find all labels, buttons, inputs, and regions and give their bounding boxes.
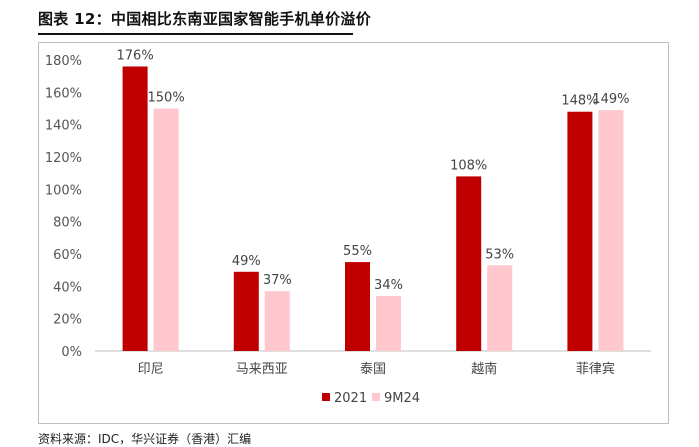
data-label: 49% bbox=[232, 254, 261, 269]
x-tick-label: 马来西亚 bbox=[236, 362, 288, 377]
legend-label: 2021 bbox=[334, 391, 367, 406]
legend-label: 9M24 bbox=[384, 391, 420, 406]
x-tick-label: 泰国 bbox=[360, 362, 386, 377]
data-label: 55% bbox=[343, 244, 372, 259]
y-tick-label: 20% bbox=[53, 313, 82, 328]
legend-swatch bbox=[322, 393, 330, 401]
title-underline bbox=[38, 33, 353, 35]
data-label: 149% bbox=[592, 92, 629, 107]
y-tick-label: 0% bbox=[61, 345, 82, 360]
y-tick-label: 40% bbox=[53, 280, 82, 295]
x-tick-label: 越南 bbox=[471, 361, 497, 377]
bar bbox=[456, 176, 482, 351]
data-label: 37% bbox=[263, 273, 292, 288]
y-tick-label: 60% bbox=[53, 248, 82, 263]
bar bbox=[567, 111, 593, 351]
bar bbox=[376, 296, 401, 351]
data-label: 176% bbox=[117, 48, 154, 63]
data-label: 148% bbox=[561, 94, 598, 109]
y-tick-label: 160% bbox=[45, 86, 82, 101]
bar bbox=[345, 262, 370, 351]
chart-title: 图表 12：中国相比东南亚国家智能手机单价溢价 bbox=[38, 10, 371, 28]
data-label: 150% bbox=[148, 91, 185, 106]
data-label: 34% bbox=[374, 278, 403, 293]
bar bbox=[598, 110, 624, 351]
bar bbox=[264, 291, 290, 351]
y-tick-label: 120% bbox=[45, 151, 82, 166]
y-tick-label: 80% bbox=[53, 216, 82, 231]
bar bbox=[122, 66, 148, 351]
y-tick-label: 180% bbox=[45, 54, 82, 69]
bar bbox=[487, 265, 513, 351]
bar bbox=[153, 108, 179, 351]
data-label: 108% bbox=[450, 158, 487, 173]
bar bbox=[233, 271, 259, 351]
y-tick-label: 140% bbox=[45, 119, 82, 134]
x-tick-label: 印尼 bbox=[138, 362, 164, 377]
x-tick-label: 菲律宾 bbox=[576, 361, 615, 377]
y-tick-label: 100% bbox=[45, 183, 82, 198]
data-label: 53% bbox=[485, 247, 514, 262]
legend-swatch bbox=[372, 393, 380, 401]
chart-frame bbox=[38, 42, 669, 424]
source-note: 资料来源：IDC，华兴证券（香港）汇编 bbox=[38, 432, 252, 446]
